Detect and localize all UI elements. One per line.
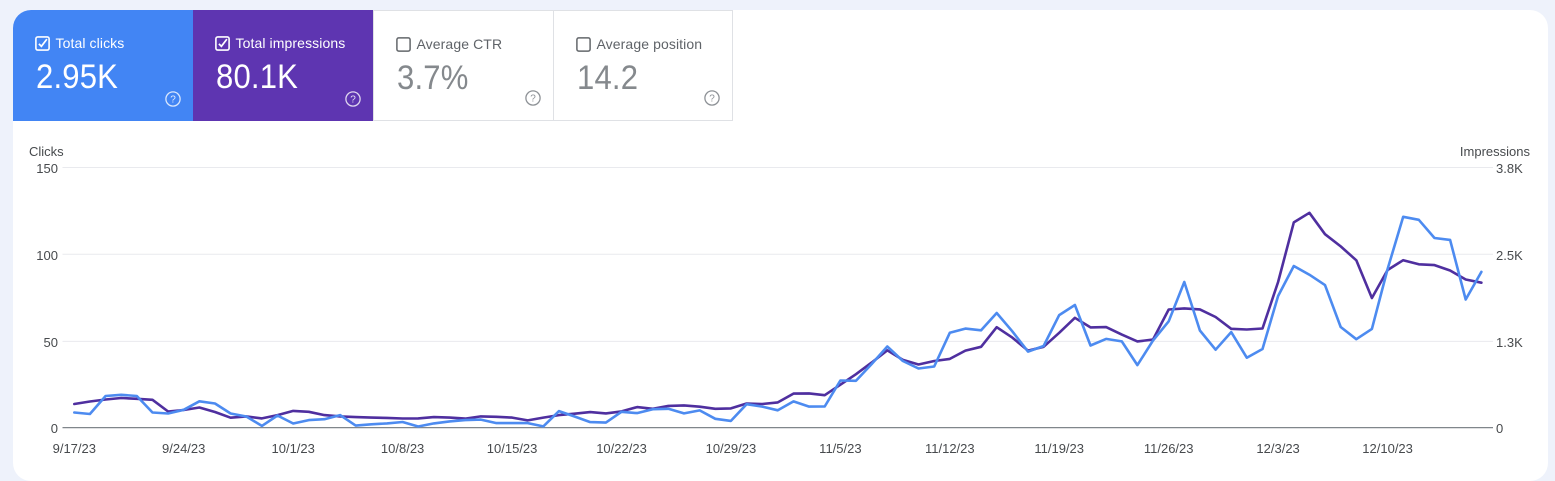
svg-text:?: ? [170, 94, 176, 105]
svg-text:?: ? [350, 94, 356, 105]
svg-text:?: ? [530, 93, 536, 104]
svg-text:?: ? [709, 93, 715, 104]
